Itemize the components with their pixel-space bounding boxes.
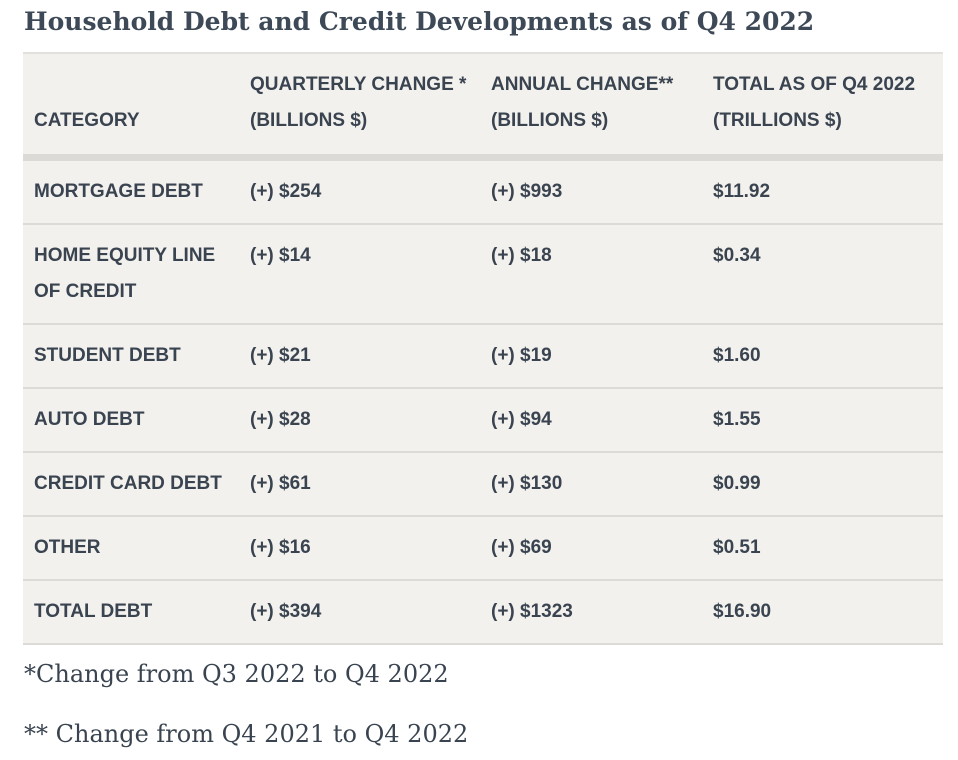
cell-total: $0.99 — [702, 452, 943, 517]
table-row: HOME EQUITY LINE OF CREDIT (+) $14 (+) $… — [23, 224, 943, 325]
cell-category: MORTGAGE DEBT — [23, 157, 239, 225]
cell-annual-change: (+) $94 — [480, 388, 702, 453]
header-annual-change: ANNUAL CHANGE** (BILLIONS $) — [480, 53, 702, 161]
cell-quarterly-change: (+) $254 — [239, 157, 480, 225]
table-row: MORTGAGE DEBT (+) $254 (+) $993 $11.92 — [23, 157, 943, 225]
cell-total: $1.60 — [702, 324, 943, 389]
cell-annual-change: (+) $18 — [480, 224, 702, 325]
cell-quarterly-change: (+) $21 — [239, 324, 480, 389]
cell-category: TOTAL DEBT — [23, 580, 239, 645]
cell-annual-change: (+) $69 — [480, 516, 702, 581]
header-category: CATEGORY — [23, 53, 239, 161]
cell-quarterly-change: (+) $61 — [239, 452, 480, 517]
cell-total: $16.90 — [702, 580, 943, 645]
header-quarterly-change: QUARTERLY CHANGE * (BILLIONS $) — [239, 53, 480, 161]
page-title: Household Debt and Credit Developments a… — [24, 7, 815, 36]
cell-quarterly-change: (+) $394 — [239, 580, 480, 645]
footnote-quarterly: *Change from Q3 2022 to Q4 2022 — [24, 660, 449, 688]
cell-category: STUDENT DEBT — [23, 324, 239, 389]
cell-annual-change: (+) $993 — [480, 157, 702, 225]
table-header-row: CATEGORY QUARTERLY CHANGE * (BILLIONS $)… — [23, 53, 943, 161]
cell-category: HOME EQUITY LINE OF CREDIT — [23, 224, 239, 325]
table-row: CREDIT CARD DEBT (+) $61 (+) $130 $0.99 — [23, 452, 943, 517]
cell-total: $0.51 — [702, 516, 943, 581]
cell-total: $11.92 — [702, 157, 943, 225]
footnote-annual: ** Change from Q4 2021 to Q4 2022 — [24, 720, 469, 748]
debt-table: CATEGORY QUARTERLY CHANGE * (BILLIONS $)… — [23, 52, 943, 645]
cell-category: CREDIT CARD DEBT — [23, 452, 239, 517]
cell-annual-change: (+) $1323 — [480, 580, 702, 645]
cell-quarterly-change: (+) $16 — [239, 516, 480, 581]
header-total: TOTAL AS OF Q4 2022 (TRILLIONS $) — [702, 53, 943, 161]
cell-category: OTHER — [23, 516, 239, 581]
cell-annual-change: (+) $130 — [480, 452, 702, 517]
cell-annual-change: (+) $19 — [480, 324, 702, 389]
table-row: TOTAL DEBT (+) $394 (+) $1323 $16.90 — [23, 580, 943, 645]
cell-total: $1.55 — [702, 388, 943, 453]
cell-quarterly-change: (+) $14 — [239, 224, 480, 325]
table-row: AUTO DEBT (+) $28 (+) $94 $1.55 — [23, 388, 943, 453]
table-row: STUDENT DEBT (+) $21 (+) $19 $1.60 — [23, 324, 943, 389]
cell-quarterly-change: (+) $28 — [239, 388, 480, 453]
cell-category: AUTO DEBT — [23, 388, 239, 453]
table-row: OTHER (+) $16 (+) $69 $0.51 — [23, 516, 943, 581]
cell-total: $0.34 — [702, 224, 943, 325]
